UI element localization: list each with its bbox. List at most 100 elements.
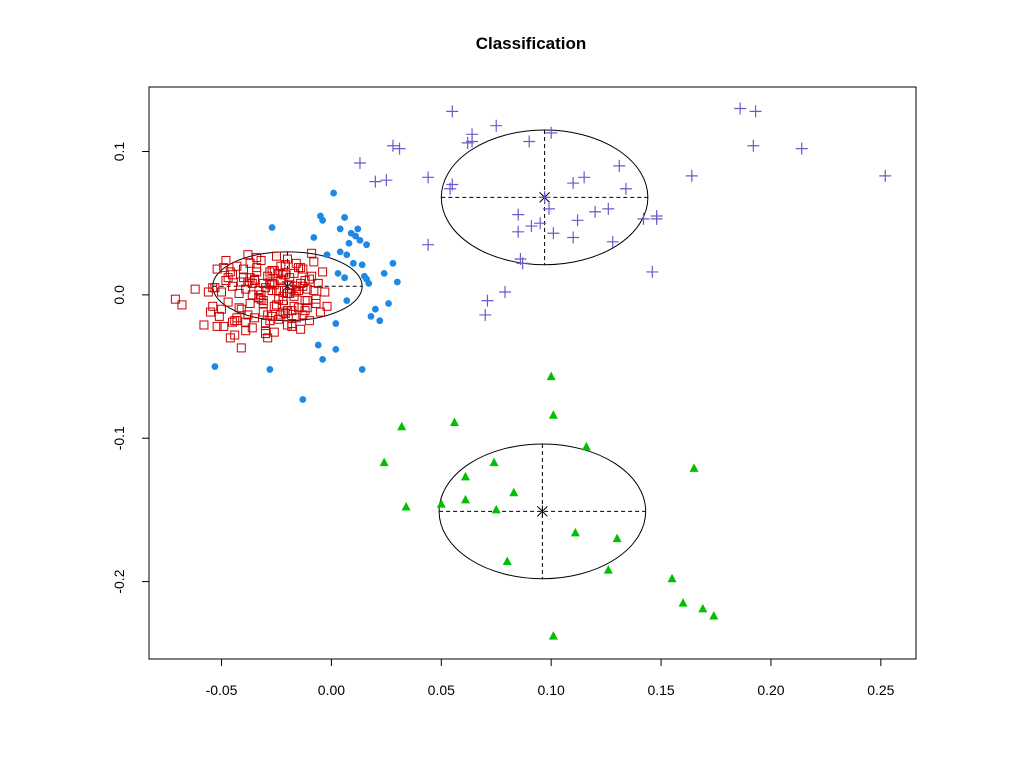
- triangle-point: [436, 499, 446, 508]
- plus-point: [545, 126, 558, 139]
- square-point: [223, 273, 233, 283]
- circle-point: [371, 305, 379, 313]
- square-point: [212, 321, 222, 331]
- square-point: [230, 330, 240, 340]
- square-point: [221, 276, 231, 286]
- circle-point: [367, 312, 375, 320]
- square-point: [260, 329, 270, 339]
- square-point: [296, 324, 306, 334]
- square-point: [276, 276, 286, 286]
- square-point: [199, 320, 209, 330]
- plus-point: [481, 294, 494, 307]
- square-point: [271, 251, 281, 261]
- plus-point: [567, 231, 580, 244]
- triangle-point: [546, 371, 556, 381]
- circle-point: [356, 236, 364, 244]
- square-point: [304, 274, 314, 284]
- y-tick-label: 0.1: [111, 142, 127, 162]
- square-point: [276, 261, 286, 271]
- square-point: [258, 278, 268, 288]
- circle-point: [358, 366, 366, 373]
- plus-point: [490, 119, 503, 132]
- cluster-center-marker: [537, 505, 548, 518]
- square-point: [252, 267, 262, 277]
- square-point: [214, 311, 224, 321]
- circle-point: [363, 241, 370, 249]
- plus-point: [619, 182, 632, 195]
- triangle-point: [548, 410, 558, 419]
- triangle-point: [397, 421, 407, 431]
- square-point: [256, 294, 266, 304]
- plus-point: [393, 142, 406, 155]
- plus-point: [685, 169, 698, 182]
- circle-point: [363, 275, 370, 283]
- circle-point: [343, 297, 351, 305]
- square-point: [309, 257, 319, 267]
- plus-point: [795, 142, 808, 155]
- triangle-point: [502, 556, 512, 566]
- plus-point: [422, 171, 435, 184]
- plus-point: [749, 105, 762, 118]
- square-point: [241, 317, 251, 327]
- circle-point: [332, 320, 340, 327]
- square-point: [236, 343, 246, 353]
- square-point: [243, 250, 253, 260]
- plus-point: [602, 202, 615, 215]
- triangle-point: [603, 565, 613, 574]
- plus-point: [512, 208, 525, 221]
- square-point: [245, 273, 255, 283]
- x-tick-label: -0.05: [206, 682, 238, 698]
- square-point: [282, 254, 292, 264]
- square-point: [217, 304, 227, 314]
- circle-point: [349, 259, 357, 267]
- square-point: [190, 284, 200, 294]
- square-point: [223, 297, 233, 307]
- plus-point: [637, 212, 650, 225]
- square-point: [282, 320, 292, 330]
- circle-point: [319, 216, 327, 224]
- square-point: [309, 286, 319, 296]
- circle-point: [352, 232, 359, 240]
- circle-point: [336, 225, 344, 233]
- square-point: [307, 248, 317, 258]
- square-point: [245, 298, 255, 308]
- circle-point: [389, 259, 397, 267]
- triangle-point: [667, 573, 677, 583]
- square-point: [267, 265, 277, 275]
- circle-point: [341, 214, 348, 221]
- plus-point: [516, 257, 529, 270]
- circle-point: [332, 345, 340, 353]
- triangle-point: [698, 603, 708, 613]
- circle-point: [268, 224, 276, 231]
- square-point: [249, 313, 259, 323]
- plus-point: [534, 217, 547, 230]
- square-point: [219, 263, 229, 273]
- square-point: [245, 258, 255, 268]
- axes: -0.05 0.00 0.05 0.10 0.15 0.20 0.25 -0.2 -0.1 0.0…: [111, 142, 895, 698]
- circle-point: [319, 355, 327, 363]
- square-point: [217, 287, 227, 297]
- circle-point: [380, 269, 388, 277]
- triangle-point: [570, 527, 580, 537]
- triangle-point: [709, 610, 719, 620]
- square-point: [274, 268, 284, 278]
- plus-point: [466, 128, 479, 141]
- circle-point: [323, 251, 331, 259]
- square-point: [274, 286, 284, 296]
- cluster-ellipses: [212, 129, 649, 580]
- square-point: [298, 264, 308, 274]
- circle-point: [341, 274, 348, 282]
- x-tick-label: 0.15: [647, 682, 674, 698]
- circle-point: [376, 317, 384, 325]
- square-point: [287, 306, 297, 316]
- circle-point: [345, 239, 353, 247]
- square-point: [320, 287, 330, 297]
- square-point: [206, 307, 216, 317]
- square-point: [293, 286, 303, 296]
- square-point: [307, 271, 317, 281]
- x-tick-label: 0.20: [757, 682, 784, 698]
- plus-point: [747, 139, 760, 152]
- square-point: [322, 301, 332, 311]
- circle-point: [310, 234, 318, 241]
- square-point: [300, 306, 310, 316]
